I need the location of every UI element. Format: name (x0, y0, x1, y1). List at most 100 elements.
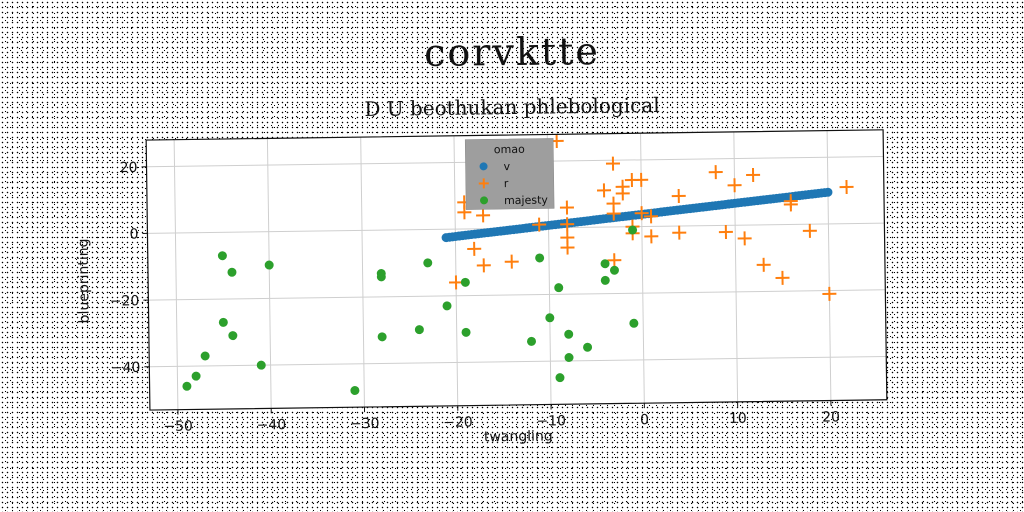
point-majesty (377, 332, 387, 342)
point-r (672, 225, 687, 240)
point-r (708, 165, 723, 180)
point-r (476, 258, 491, 273)
point-r (597, 183, 612, 198)
x-tick-label: 20 (822, 409, 840, 425)
x-gridline (826, 130, 832, 401)
point-r (634, 172, 649, 187)
x-tick-label: −30 (350, 416, 380, 432)
point-majesty (460, 277, 470, 287)
y-axis-label: blueprinting (76, 238, 93, 323)
point-r (671, 188, 686, 204)
legend-entries: vr majesty (478, 160, 548, 207)
point-r (727, 178, 742, 193)
point-majesty (442, 301, 452, 311)
point-majesty (350, 386, 360, 396)
point-r (560, 217, 575, 232)
point-r (615, 186, 630, 201)
point-majesty (609, 265, 619, 275)
point-r (532, 217, 547, 232)
point-r (504, 254, 519, 269)
x-gridline (453, 135, 459, 406)
legend-marker-r (478, 178, 489, 189)
point-r (802, 223, 817, 238)
x-tick-label: −10 (536, 413, 566, 429)
x-tick-label: −40 (257, 417, 287, 433)
point-majesty (564, 329, 574, 339)
point-majesty (600, 275, 610, 285)
series-majesty (182, 225, 639, 396)
x-tick-label: 0 (640, 412, 649, 428)
plot-border (145, 129, 888, 411)
y-tick-label: −20 (110, 293, 140, 309)
point-majesty (564, 353, 574, 363)
point-majesty (600, 259, 610, 269)
point-majesty (423, 258, 433, 268)
series-layer (182, 134, 854, 396)
point-r (605, 156, 620, 171)
point-majesty (535, 253, 545, 263)
point-r (783, 197, 798, 212)
x-gridline (733, 131, 739, 402)
legend-label-v: v (503, 160, 510, 173)
point-r (839, 179, 854, 195)
x-gridline (360, 137, 365, 408)
point-r (718, 224, 733, 240)
point-majesty (526, 336, 536, 346)
point-majesty (200, 351, 210, 361)
ticks: −50 −40 −30 −20 −10 0 10 20 −40 −20 0 20 (110, 160, 840, 435)
point-majesty (217, 251, 227, 261)
point-majesty (376, 272, 386, 282)
point-majesty (228, 331, 238, 341)
legend: omao vr majesty (464, 138, 555, 210)
point-majesty (414, 325, 424, 335)
point-r (606, 206, 621, 221)
x-gridline (266, 138, 272, 409)
point-r (644, 229, 659, 244)
point-majesty (629, 318, 639, 328)
point-r (634, 206, 649, 221)
legend-marker-majesty (480, 196, 489, 205)
point-majesty (554, 283, 564, 293)
x-gridline (173, 139, 179, 410)
point-majesty (555, 373, 565, 383)
point-majesty (182, 381, 192, 391)
point-r (775, 270, 790, 285)
point-r (467, 241, 482, 256)
legend-title: omao (494, 143, 525, 156)
point-majesty (545, 313, 555, 323)
y-tick-label: −40 (111, 360, 141, 376)
series-r (449, 134, 854, 301)
x-tick-label: −20 (443, 415, 473, 431)
point-r (746, 167, 761, 182)
y-gridline (148, 289, 886, 301)
plot-group: −50 −40 −30 −20 −10 0 10 20 −40 −20 0 20 omao vr maj… (76, 129, 888, 445)
point-r (476, 208, 491, 223)
point-r (559, 200, 574, 215)
point-r (560, 240, 575, 255)
point-majesty (191, 371, 201, 381)
point-majesty (218, 317, 228, 327)
y-gridline (149, 355, 887, 368)
x-tick-label: 10 (729, 411, 747, 427)
point-majesty (628, 225, 638, 235)
x-tick-label: −50 (163, 418, 193, 434)
legend-label-r: r (504, 177, 509, 190)
point-r (607, 253, 622, 268)
point-r (822, 286, 837, 301)
point-v (823, 187, 833, 197)
legend-box (464, 138, 555, 210)
plot-area (146, 129, 887, 411)
point-r (644, 209, 659, 224)
point-r (449, 275, 464, 290)
point-r (737, 231, 752, 246)
point-majesty (256, 360, 266, 370)
y-tick-label: 20 (120, 160, 138, 176)
legend-marker-v (479, 162, 488, 171)
point-r (756, 257, 771, 272)
point-r (457, 205, 472, 220)
y-tick-label: 0 (129, 227, 138, 243)
point-majesty (227, 267, 237, 277)
point-majesty (264, 260, 274, 270)
